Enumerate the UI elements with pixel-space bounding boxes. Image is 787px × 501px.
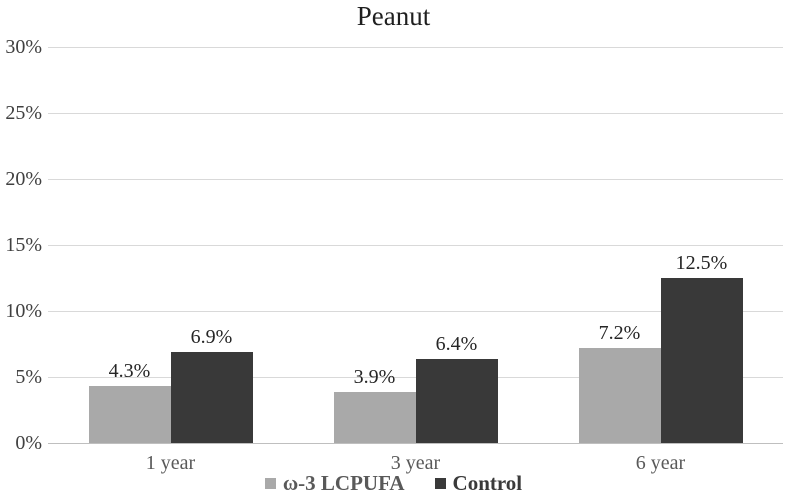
legend-item-control: Control — [434, 471, 523, 495]
bar-data-label: 6.4% — [435, 332, 478, 355]
bar-lcpufa — [88, 386, 171, 443]
bar-data-label: 6.9% — [190, 325, 233, 348]
x-axis-baseline — [48, 442, 783, 444]
chart-title: Peanut — [356, 1, 431, 31]
y-axis-tick-label: 15% — [5, 234, 42, 256]
gridline — [48, 46, 783, 48]
gridline — [48, 310, 783, 312]
legend-label: ω-3 LCPUFA — [282, 471, 405, 495]
legend-marker-icon — [264, 477, 276, 489]
legend-marker-icon — [434, 477, 446, 489]
legend: ω-3 LCPUFA Control — [0, 471, 787, 495]
gridline — [48, 112, 783, 114]
bar-data-label: 12.5% — [675, 252, 728, 274]
bar-control — [415, 358, 498, 443]
bar-lcpufa — [333, 391, 416, 443]
bar-control — [170, 351, 253, 443]
x-axis-category-label: 3 year — [390, 452, 441, 474]
y-axis-tick-label: 10% — [5, 300, 42, 322]
x-axis-category-label: 6 year — [635, 452, 686, 474]
x-axis-category-label: 1 year — [145, 452, 196, 474]
bar-data-label: 3.9% — [353, 365, 396, 388]
y-axis-tick-label: 30% — [5, 36, 42, 58]
gridline — [48, 178, 783, 180]
bar-data-label: 7.2% — [598, 321, 641, 344]
legend-label: Control — [452, 471, 523, 495]
y-axis-tick-label: 25% — [5, 102, 42, 124]
y-axis-tick-label: 5% — [15, 366, 42, 388]
gridline — [48, 244, 783, 246]
legend-item-lcpufa: ω-3 LCPUFA — [264, 471, 405, 495]
bar-control — [660, 278, 743, 443]
y-axis-tick-label: 20% — [5, 168, 42, 190]
bar-data-label: 4.3% — [108, 360, 151, 383]
y-axis-tick-label: 0% — [15, 432, 42, 454]
bar-lcpufa — [578, 347, 661, 443]
